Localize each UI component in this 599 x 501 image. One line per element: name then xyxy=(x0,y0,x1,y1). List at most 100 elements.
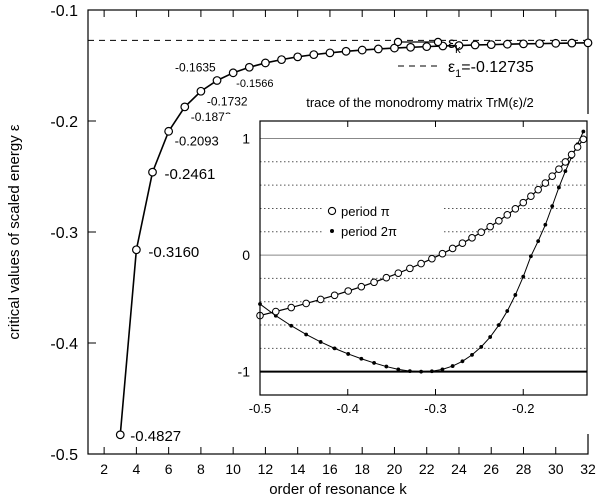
data-point-period-pi xyxy=(316,295,325,304)
data-point-period-2pi xyxy=(460,359,465,364)
main-chart: 2 4 6 8 10 12 14 16 18 20 22 24 26 28 30 32 -0.5-0.4-0.… xyxy=(6,3,596,498)
data-point-period-pi xyxy=(567,150,576,159)
inset-x-tick-label: -0.3 xyxy=(424,401,446,416)
data-point-period-2pi xyxy=(304,332,309,337)
inset-x-tick-label: -0.4 xyxy=(337,401,359,416)
main-x-tick-label: 4 xyxy=(132,461,140,477)
data-point xyxy=(486,40,496,50)
data-point-period-2pi xyxy=(384,364,389,369)
data-point-period-2pi xyxy=(407,369,412,373)
inset-title: trace of the monodromy matrix TrM(ε)/2 xyxy=(306,95,534,110)
data-point-period-pi xyxy=(511,204,520,213)
legend-limit-label-sub: 1 xyxy=(455,68,461,80)
data-point-period-pi xyxy=(302,299,310,308)
data-point-period-2pi xyxy=(450,364,455,368)
data-point-period-2pi xyxy=(556,185,561,190)
data-point xyxy=(148,167,157,177)
data-point-period-2pi xyxy=(543,222,548,227)
data-point xyxy=(180,102,190,112)
inset-backdrop xyxy=(224,114,594,434)
data-point-period-pi xyxy=(527,192,535,201)
data-point xyxy=(454,41,464,50)
data-point-period-2pi xyxy=(396,367,401,372)
data-point xyxy=(309,50,319,60)
main-y-ticks: -0.5 -0.4 -0.3 -0.2 -0.1 xyxy=(50,3,588,464)
data-point xyxy=(406,42,415,52)
data-point-period-pi xyxy=(503,211,512,219)
main-x-axis-label: order of resonance k xyxy=(269,481,407,498)
data-point-period-pi xyxy=(486,222,494,231)
main-legend: εk ε1=-0.12735 xyxy=(393,35,534,80)
data-label: -0.1635 xyxy=(175,60,216,74)
data-point-period-2pi xyxy=(581,129,586,134)
data-point xyxy=(390,43,399,53)
data-point xyxy=(373,44,383,54)
main-x-tick-label: 12 xyxy=(258,461,274,477)
data-point-period-2pi xyxy=(318,340,323,344)
data-point-period-2pi xyxy=(346,352,351,356)
data-point-period-pi xyxy=(448,244,457,253)
data-point xyxy=(567,38,577,48)
main-x-tick-label: 16 xyxy=(322,461,338,477)
inset-gridlines xyxy=(260,137,587,373)
inset-y-tick-label: 0 xyxy=(242,247,250,263)
data-point xyxy=(551,38,561,48)
main-y-tick-label: -0.4 xyxy=(50,336,78,353)
data-point-period-pi xyxy=(468,234,476,242)
legend-limit-label: ε1=-0.12735 xyxy=(448,59,534,80)
data-point-period-pi xyxy=(406,264,414,273)
data-point-period-2pi xyxy=(513,293,518,297)
data-point-period-2pi xyxy=(372,361,376,365)
data-point-period-pi xyxy=(555,165,563,173)
data-point xyxy=(341,46,351,56)
data-point-period-pi xyxy=(561,158,570,166)
data-point-period-2pi xyxy=(289,323,294,328)
legend-series-label-main: ε xyxy=(448,35,455,52)
data-point-period-pi xyxy=(579,135,588,144)
data-point-period-2pi xyxy=(521,274,526,279)
main-x-tick-label: 20 xyxy=(387,461,403,477)
data-point xyxy=(196,86,206,96)
data-point-period-pi xyxy=(428,254,436,263)
inset-legend: period π period 2π xyxy=(322,198,442,242)
inset-x-ticks: -0.5 -0.4 -0.3 -0.2 xyxy=(249,121,534,416)
legend-limit-label-value: =-0.12735 xyxy=(461,59,534,76)
main-y-axis-label: critical values of scaled energy ε xyxy=(6,124,23,339)
data-label: -0.2461 xyxy=(165,166,216,183)
data-point xyxy=(325,48,335,58)
data-point xyxy=(535,39,545,49)
data-point-period-pi xyxy=(287,303,296,312)
data-point xyxy=(357,45,367,55)
data-point-period-2pi xyxy=(496,323,501,327)
main-y-tick-label: -0.5 xyxy=(50,447,78,464)
data-point-period-pi xyxy=(495,217,503,225)
data-point-period-2pi xyxy=(430,369,434,374)
main-x-tick-label: 14 xyxy=(290,461,306,477)
main-x-tick-label: 32 xyxy=(580,461,596,477)
main-x-tick-label: 8 xyxy=(197,461,205,477)
inset-chart: trace of the monodromy matrix TrM(ε)/2 -… xyxy=(224,95,594,434)
data-point xyxy=(502,39,512,49)
data-label: -0.1566 xyxy=(236,78,273,90)
data-point-period-2pi xyxy=(419,369,424,374)
data-point xyxy=(261,58,270,68)
data-point-period-2pi xyxy=(536,239,541,243)
main-x-tick-label: 30 xyxy=(548,461,564,477)
data-point-period-2pi xyxy=(440,367,445,372)
data-point xyxy=(293,52,303,62)
data-point-period-2pi xyxy=(470,352,474,357)
main-x-tick-label: 18 xyxy=(354,461,370,477)
main-y-tick-label: -0.1 xyxy=(50,3,78,20)
data-point-period-pi xyxy=(548,172,557,180)
data-label: -0.4827 xyxy=(130,428,181,445)
data-point-period-2pi xyxy=(488,335,493,339)
data-point-period-pi xyxy=(370,278,378,287)
data-point-period-pi xyxy=(477,228,486,237)
data-point-period-pi xyxy=(344,287,352,295)
main-x-tick-label: 2 xyxy=(100,461,108,477)
data-point-period-pi xyxy=(458,239,467,247)
data-point-period-pi xyxy=(394,269,403,277)
data-point xyxy=(583,38,593,48)
data-point xyxy=(277,55,286,65)
legend-series-marker-sample xyxy=(433,37,443,47)
